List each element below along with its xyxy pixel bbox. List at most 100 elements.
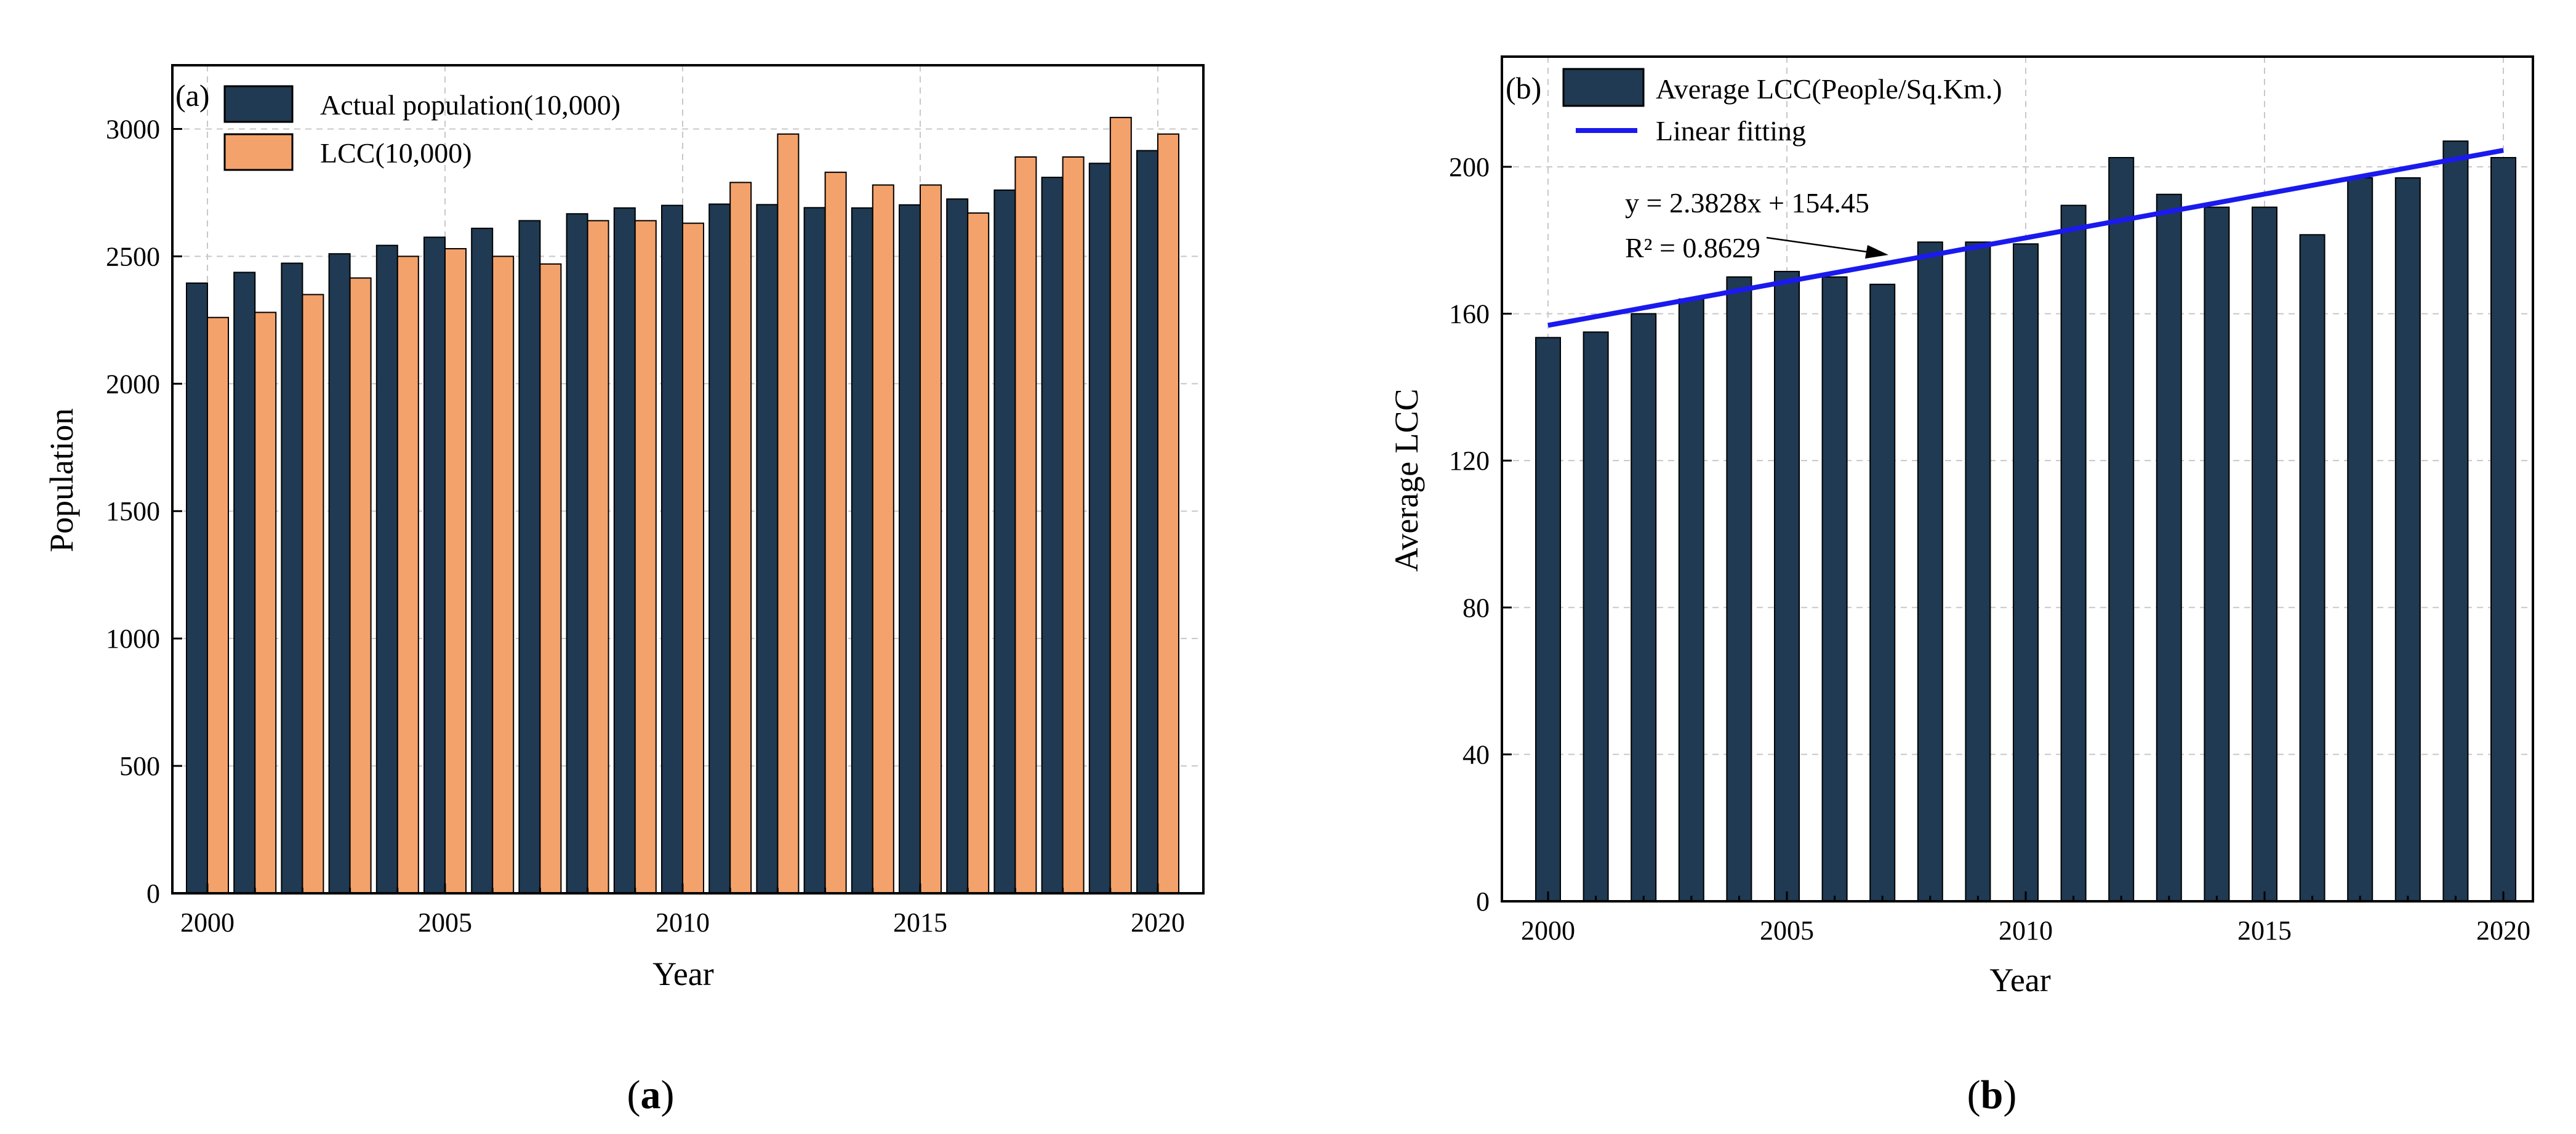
bar-average-lcc-2018 [2394, 177, 2421, 902]
panel-a-tag: (a) [175, 78, 210, 113]
bar-average-lcc-2019 [2442, 140, 2469, 903]
bar-average-lcc-2007 [1869, 283, 1896, 902]
bar-lcc-2019 [1109, 116, 1132, 894]
legend-label-lcc: LCC(10,000) [320, 137, 472, 169]
bar-actual-population-2004 [375, 244, 398, 894]
bar-average-lcc-2015 [2252, 206, 2277, 903]
bar-lcc-2011 [729, 182, 752, 894]
bar-lcc-2013 [824, 171, 847, 894]
bar-average-lcc-2010 [2013, 243, 2039, 902]
bar-lcc-2017 [1014, 156, 1037, 894]
panel-b-trendline [1547, 148, 2504, 328]
bar-lcc-2002 [302, 294, 324, 894]
bar-actual-population-2001 [233, 271, 256, 894]
x-tick-label-2010: 2010 [1999, 915, 2053, 946]
bar-average-lcc-2011 [2060, 204, 2087, 902]
bar-average-lcc-2016 [2299, 234, 2325, 903]
bar-actual-population-2009 [613, 207, 636, 894]
panel-b-y-axis-title: Average LCC [1388, 388, 1425, 571]
bar-lcc-2006 [492, 255, 515, 894]
bar-average-lcc-2012 [2108, 157, 2135, 903]
regression-r-squared: R² = 0.8629 [1625, 232, 1760, 263]
bar-average-lcc-2001 [1583, 331, 1609, 902]
bar-actual-population-2019 [1088, 163, 1111, 894]
bar-average-lcc-2003 [1678, 298, 1704, 902]
panel-a-y-axis-title: Population [43, 408, 80, 552]
panel-a-axis-ticks: 0 500 1000 1500 2000 2500 3000 2000 2005 2010 2015… [106, 114, 1185, 938]
bar-average-lcc-2002 [1631, 313, 1657, 902]
bar-average-lcc-2017 [2347, 177, 2373, 902]
panel-a-plot-frame [171, 64, 1205, 895]
y-tick-label-0: 0 [146, 879, 160, 909]
bar-average-lcc-2000 [1535, 337, 1561, 902]
x-tick-label-2000: 2000 [180, 907, 235, 938]
y-tick-label-160: 160 [1449, 299, 1490, 329]
legend-label-average-lcc: Average LCC(People/Sq.Km.) [1656, 73, 2002, 105]
y-tick-label-1000: 1000 [106, 624, 160, 654]
bar-lcc-2009 [634, 220, 657, 894]
caption-b-letter: b [1981, 1072, 2004, 1117]
legend-swatch-average-lcc [1562, 68, 1645, 107]
bar-lcc-2010 [682, 222, 704, 895]
caption-a-letter: a [641, 1072, 661, 1117]
bar-actual-population-2010 [661, 204, 683, 895]
annotation-arrow-line [1766, 236, 1872, 254]
panel-b-bars [1535, 140, 2516, 903]
bar-average-lcc-2009 [1965, 241, 1991, 902]
bar-actual-population-2003 [328, 253, 351, 895]
bar-actual-population-2005 [423, 236, 446, 894]
bar-lcc-2007 [539, 263, 562, 894]
panel-b-legend: Average LCC(People/Sq.Km.) Linear fittin… [1562, 68, 2002, 147]
bar-average-lcc-2020 [2490, 157, 2516, 903]
bar-actual-population-2016 [946, 198, 969, 894]
caption-b: (b) [1967, 1072, 2017, 1117]
bar-lcc-2001 [254, 312, 277, 894]
y-tick-label-0: 0 [1476, 887, 1490, 917]
bar-lcc-2012 [777, 133, 800, 895]
bar-actual-population-2011 [708, 203, 731, 894]
y-tick-label-3000: 3000 [106, 114, 160, 144]
bar-lcc-2008 [587, 220, 609, 894]
x-tick-label-2000: 2000 [1521, 915, 1575, 946]
y-tick-label-80: 80 [1463, 593, 1490, 623]
bar-average-lcc-2005 [1774, 270, 1800, 902]
bar-lcc-2015 [920, 184, 942, 894]
bar-actual-population-2017 [993, 189, 1016, 894]
bar-average-lcc-2006 [1821, 276, 1848, 903]
x-tick-label-2015: 2015 [2237, 915, 2292, 946]
bar-actual-population-2018 [1041, 177, 1064, 895]
x-tick-label-2010: 2010 [656, 907, 710, 938]
bar-actual-population-2013 [803, 207, 826, 895]
panel-b-plot-frame [1501, 55, 2534, 903]
legend-label-actual-population: Actual population(10,000) [320, 89, 620, 121]
bar-average-lcc-2008 [1917, 241, 1943, 902]
bar-lcc-2014 [872, 184, 894, 894]
bar-actual-population-2000 [186, 282, 208, 895]
panel-a-legend: Actual population(10,000) LCC(10,000) [223, 85, 620, 171]
bar-actual-population-2007 [518, 220, 541, 894]
bar-average-lcc-2004 [1726, 276, 1752, 903]
annotation-arrowhead [1865, 245, 1888, 259]
panel-b-axis-ticks: 0 40 80 120 160 200 2000 2005 2010 2015 2020 [1449, 152, 2530, 946]
panel-b-tag: (b) [1506, 71, 1541, 105]
x-tick-label-2020: 2020 [2476, 915, 2530, 946]
legend-label-linear-fitting: Linear fitting [1656, 115, 1806, 147]
panel-b-chart: 0 40 80 120 160 200 2000 2005 2010 2015 2020 (b) A… [1388, 55, 2534, 999]
x-tick-label-2015: 2015 [893, 907, 947, 938]
panel-a-chart: 0 500 1000 1500 2000 2500 3000 2000 2005 2010 2015… [43, 64, 1205, 992]
bar-lcc-2020 [1157, 133, 1179, 895]
panel-a-bars [186, 116, 1179, 895]
bar-actual-population-2012 [756, 204, 779, 894]
y-tick-label-500: 500 [119, 751, 160, 781]
x-tick-label-2005: 2005 [418, 907, 472, 938]
bar-average-lcc-2014 [2204, 206, 2230, 903]
legend-swatch-actual-population [223, 85, 294, 123]
panel-b-regression-annotation: y = 2.3828x + 154.45 R² = 0.8629 [1625, 187, 1888, 263]
y-tick-label-1500: 1500 [106, 496, 160, 526]
panel-a-x-axis-title: Year [652, 955, 714, 992]
x-tick-label-2020: 2020 [1131, 907, 1185, 938]
y-tick-label-120: 120 [1449, 446, 1490, 476]
y-tick-label-200: 200 [1449, 152, 1490, 182]
bar-lcc-2018 [1062, 156, 1085, 894]
